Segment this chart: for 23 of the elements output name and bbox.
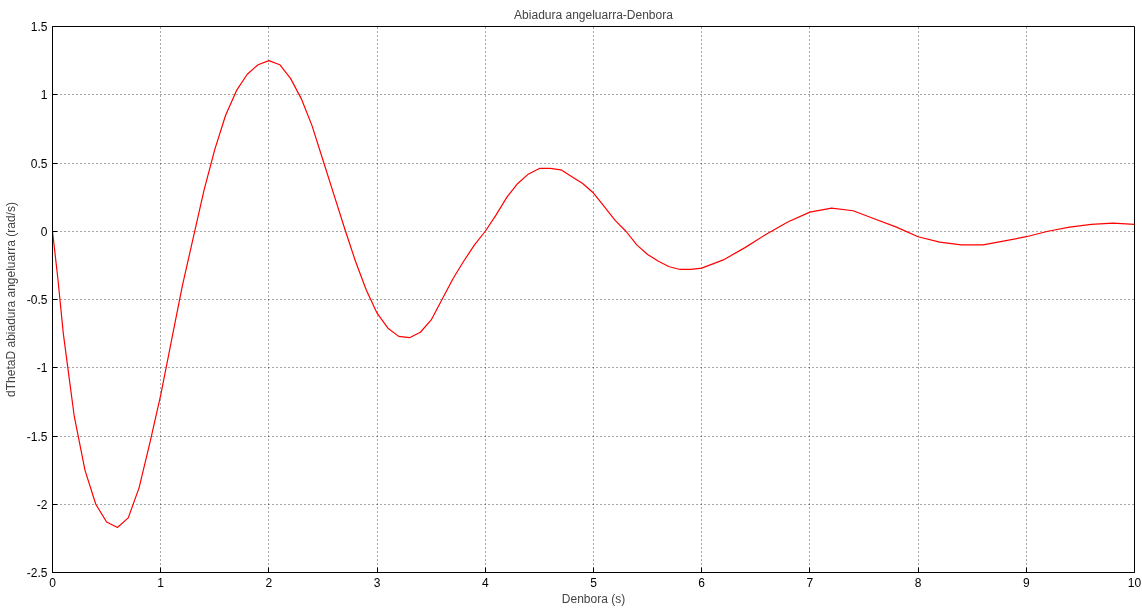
y-tick-label: 0	[40, 224, 48, 239]
chart-title: Abiadura angeluarra-Denbora	[514, 7, 674, 22]
y-axis-title: dThetaD abiadura angeluarra (rad/s)	[3, 202, 18, 397]
x-tick-label: 2	[265, 575, 273, 590]
x-tick-label: 7	[806, 575, 814, 590]
y-tick-label: 0.5	[30, 156, 48, 171]
x-tick-label: 3	[373, 575, 381, 590]
x-tick-label: 8	[914, 575, 922, 590]
x-tick-label: 10	[1127, 575, 1142, 590]
x-tick-label: 6	[698, 575, 706, 590]
x-tick-label: 5	[590, 575, 598, 590]
y-tick-label: -2	[36, 497, 48, 512]
x-tick-label: 9	[1022, 575, 1030, 590]
y-tick-label: 1	[40, 88, 48, 103]
y-tick-label: -1	[36, 361, 48, 376]
y-tick-label: -2.5	[26, 566, 48, 580]
line-series	[52, 60, 1135, 529]
x-tick-label: 1	[157, 575, 165, 590]
y-tick-label: -1.5	[26, 429, 48, 444]
y-tick-label: 1.5	[30, 20, 48, 34]
x-tick-label: 4	[481, 575, 489, 590]
y-tick-label: -0.5	[26, 293, 48, 307]
x-axis-title: Denbora (s)	[561, 591, 626, 606]
